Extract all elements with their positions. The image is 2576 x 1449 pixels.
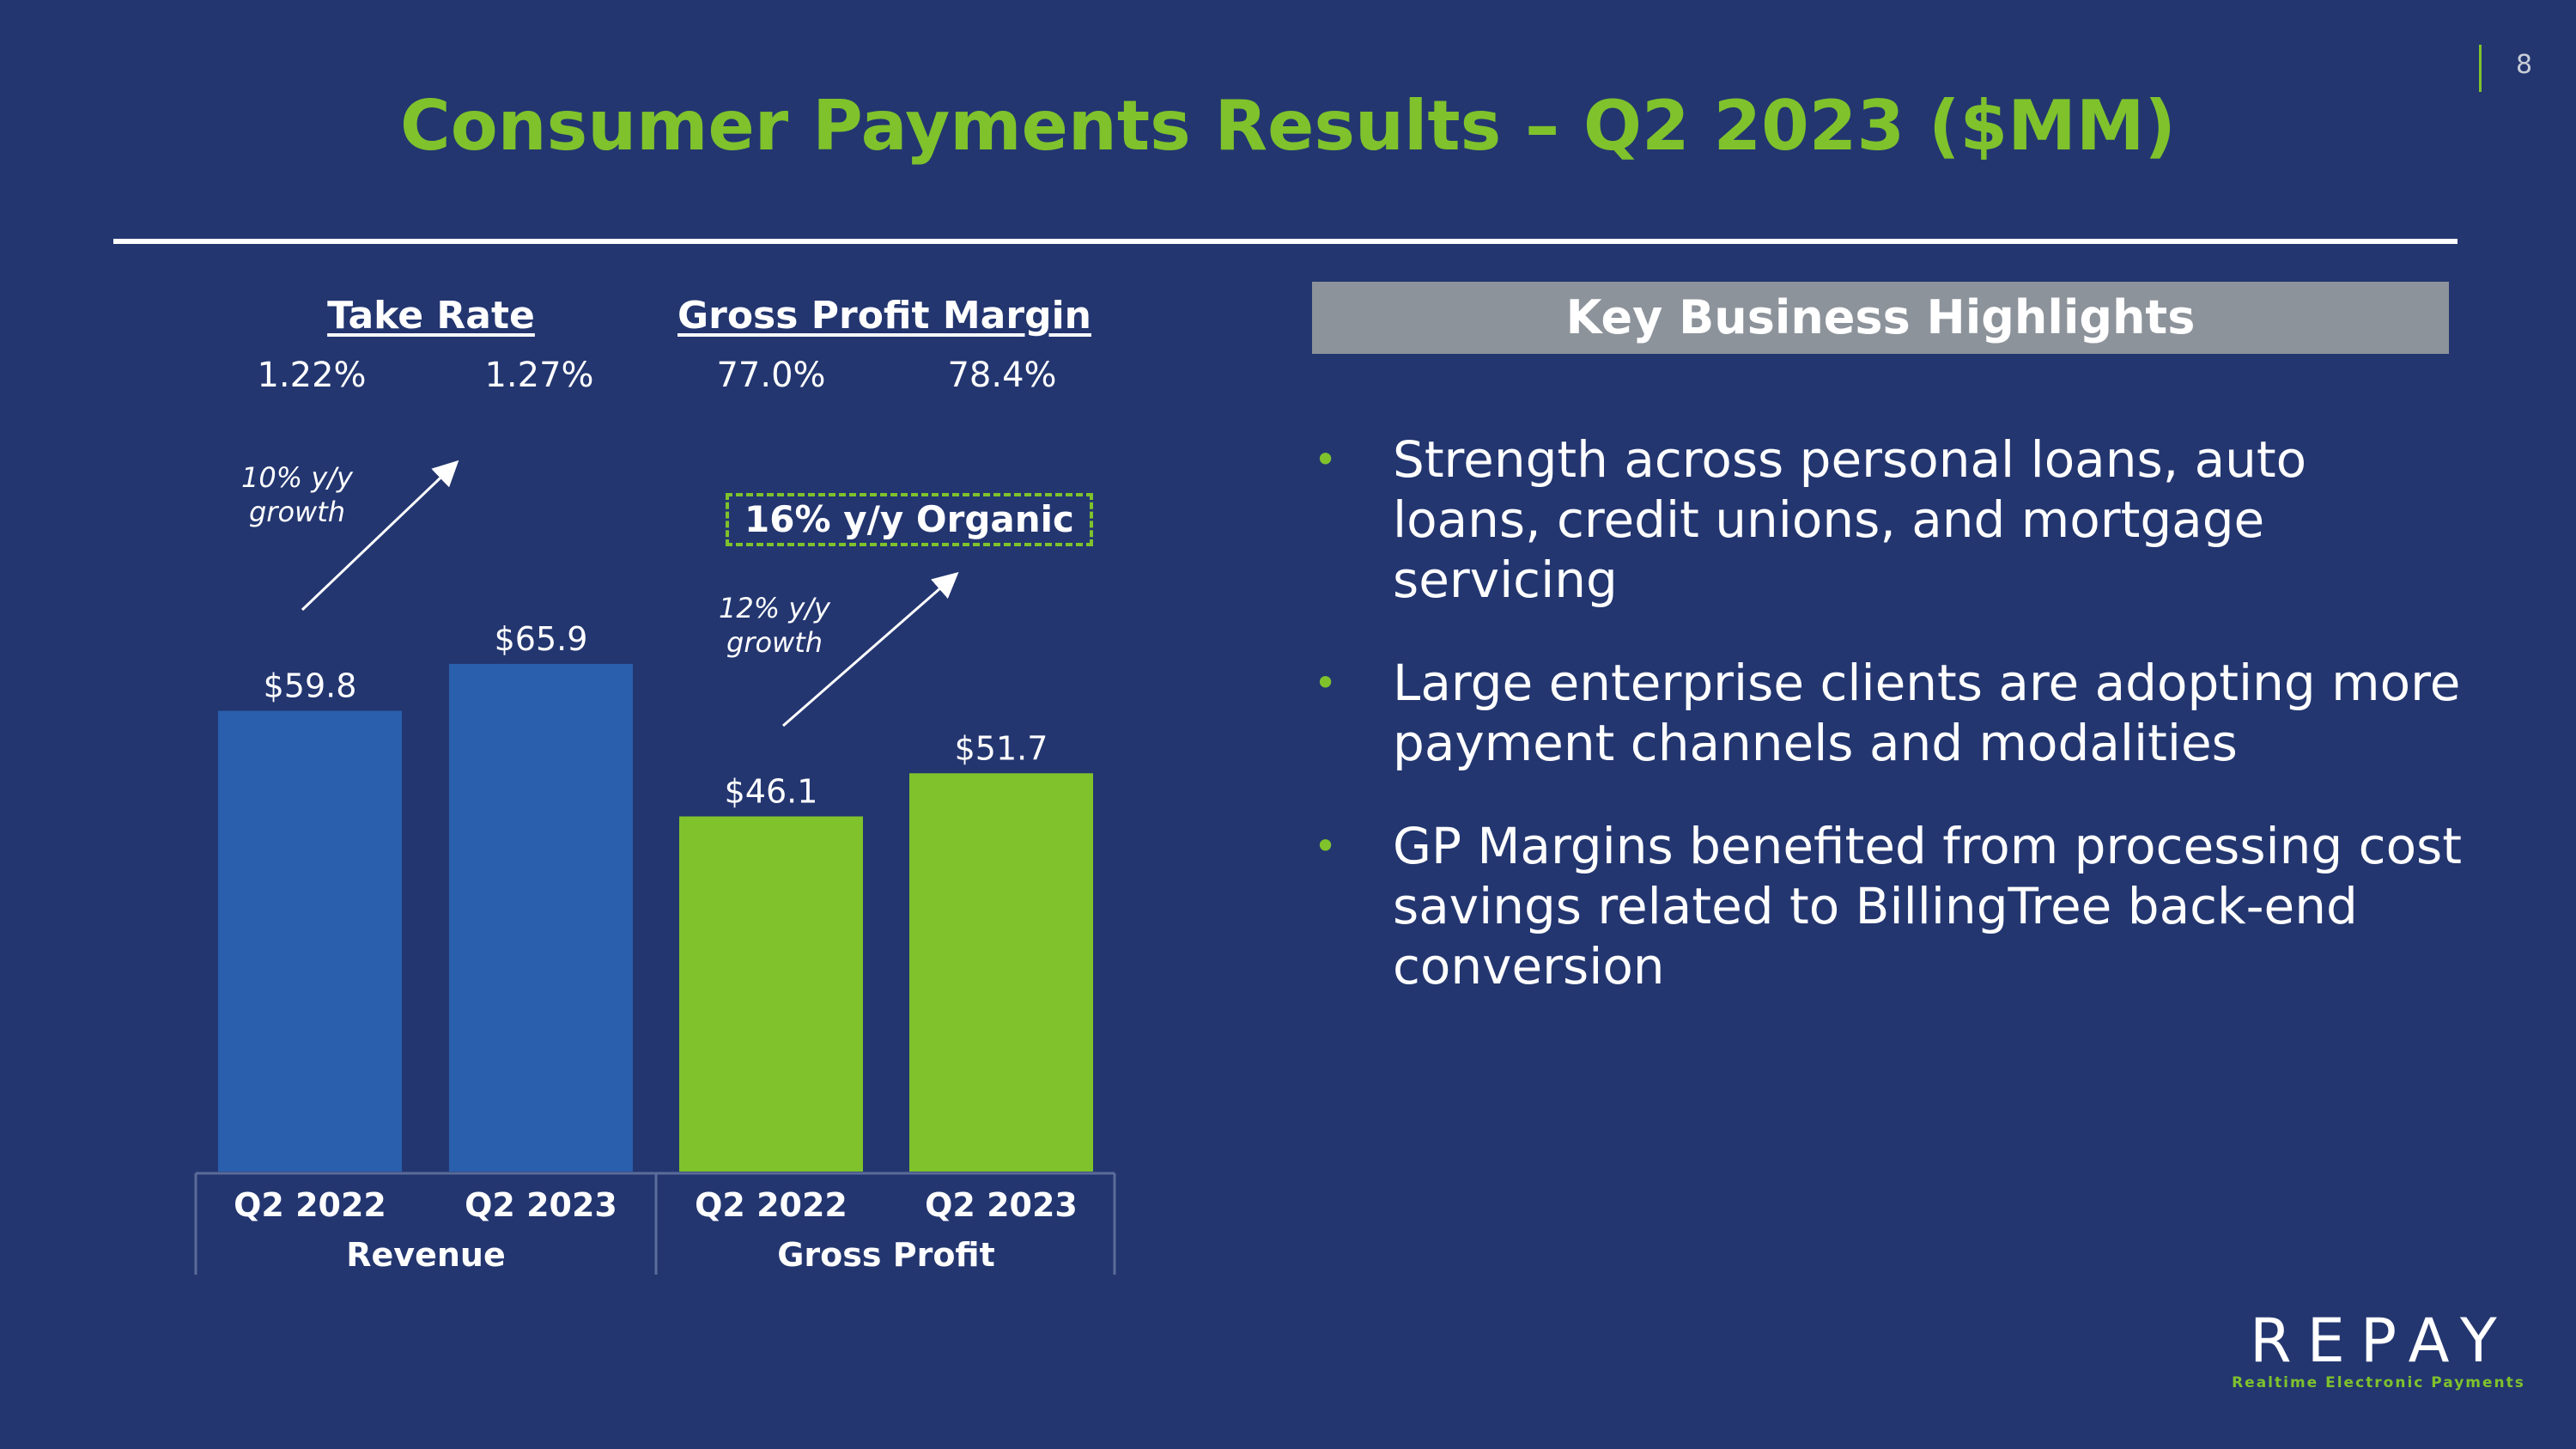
- highlight-text: Strength across personal loans, auto loa…: [1393, 430, 2307, 609]
- slide-title: Consumer Payments Results – Q2 2023 ($MM…: [399, 86, 2176, 166]
- category-tick-label: Q2 2023: [925, 1186, 1078, 1224]
- highlight-item: • GP Margins benefited from processing co…: [1305, 816, 2464, 996]
- highlights-header: Key Business Highlights: [1312, 282, 2449, 354]
- highlight-item: • Large enterprise clients are adopting m…: [1305, 653, 2464, 773]
- gross-profit-growth-note: 12% y/y growth: [689, 591, 860, 660]
- gross-profit-growth-line1: 12% y/y: [719, 592, 830, 624]
- category-tick-label: Q2 2022: [695, 1186, 848, 1224]
- page-number-divider: [2479, 45, 2482, 92]
- gross-margin-q2-2022: 77.0%: [716, 356, 826, 395]
- gross-margin-q2-2023: 78.4%: [947, 356, 1057, 395]
- revenue-growth-note: 10% y/y growth: [211, 460, 383, 529]
- category-tick-label: Q2 2022: [234, 1186, 386, 1224]
- gross-profit-margin-header: Gross Profit Margin: [677, 294, 1091, 338]
- highlights-list: • Strength across personal loans, auto lo…: [1305, 429, 2464, 1039]
- organic-growth-callout: 16% y/y Organic: [726, 493, 1093, 546]
- group-label: Gross Profit: [777, 1236, 995, 1274]
- highlight-item: • Strength across personal loans, auto lo…: [1305, 429, 2464, 610]
- bar-gross-profit-q2-2023: [909, 773, 1093, 1172]
- page-number: 8: [2516, 50, 2533, 80]
- repay-logo: REPAY: [2250, 1306, 2512, 1376]
- highlight-text: GP Margins benefited from processing cos…: [1393, 817, 2463, 995]
- bar-revenue-q2-2023: [449, 663, 633, 1172]
- bar-value-label: $46.1: [725, 772, 818, 810]
- bullet-icon: •: [1314, 436, 1338, 483]
- title-divider: [113, 239, 2458, 244]
- group-label: Revenue: [346, 1236, 505, 1274]
- bar-value-label: $51.7: [955, 729, 1048, 767]
- revenue-growth-arrow: [301, 460, 459, 612]
- bullet-icon: •: [1314, 660, 1338, 706]
- bars-layer: $59.8 $65.9 $46.1 $51.7: [218, 620, 1093, 1172]
- bar-gross-profit-q2-2022: [679, 816, 863, 1172]
- gross-profit-growth-line2: growth: [726, 626, 823, 659]
- revenue-growth-line1: 10% y/y: [241, 461, 353, 494]
- repay-tagline: Realtime Electronic Payments: [2232, 1374, 2525, 1391]
- revenue-growth-line2: growth: [248, 496, 346, 528]
- take-rate-q2-2023: 1.27%: [484, 356, 594, 395]
- bar-revenue-q2-2022: [218, 710, 402, 1172]
- category-axis: Q2 2022 Q2 2023 Revenue Q2 2022 Q2 2023 Gross…: [194, 1172, 1116, 1275]
- bar-value-label: $59.8: [264, 667, 357, 705]
- highlight-text: Large enterprise clients are adopting mo…: [1393, 654, 2461, 772]
- revenue-gross-profit-chart: $59.8 $65.9 $46.1 $51.7 Q2 2022 Q2 2023 Reven…: [194, 460, 1116, 1275]
- category-tick-label: Q2 2023: [465, 1186, 617, 1224]
- gross-profit-growth-arrow: [782, 572, 959, 728]
- bullet-icon: •: [1314, 823, 1338, 869]
- take-rate-q2-2022: 1.22%: [257, 356, 367, 395]
- bar-value-label: $65.9: [495, 620, 588, 658]
- take-rate-header: Take Rate: [327, 294, 535, 338]
